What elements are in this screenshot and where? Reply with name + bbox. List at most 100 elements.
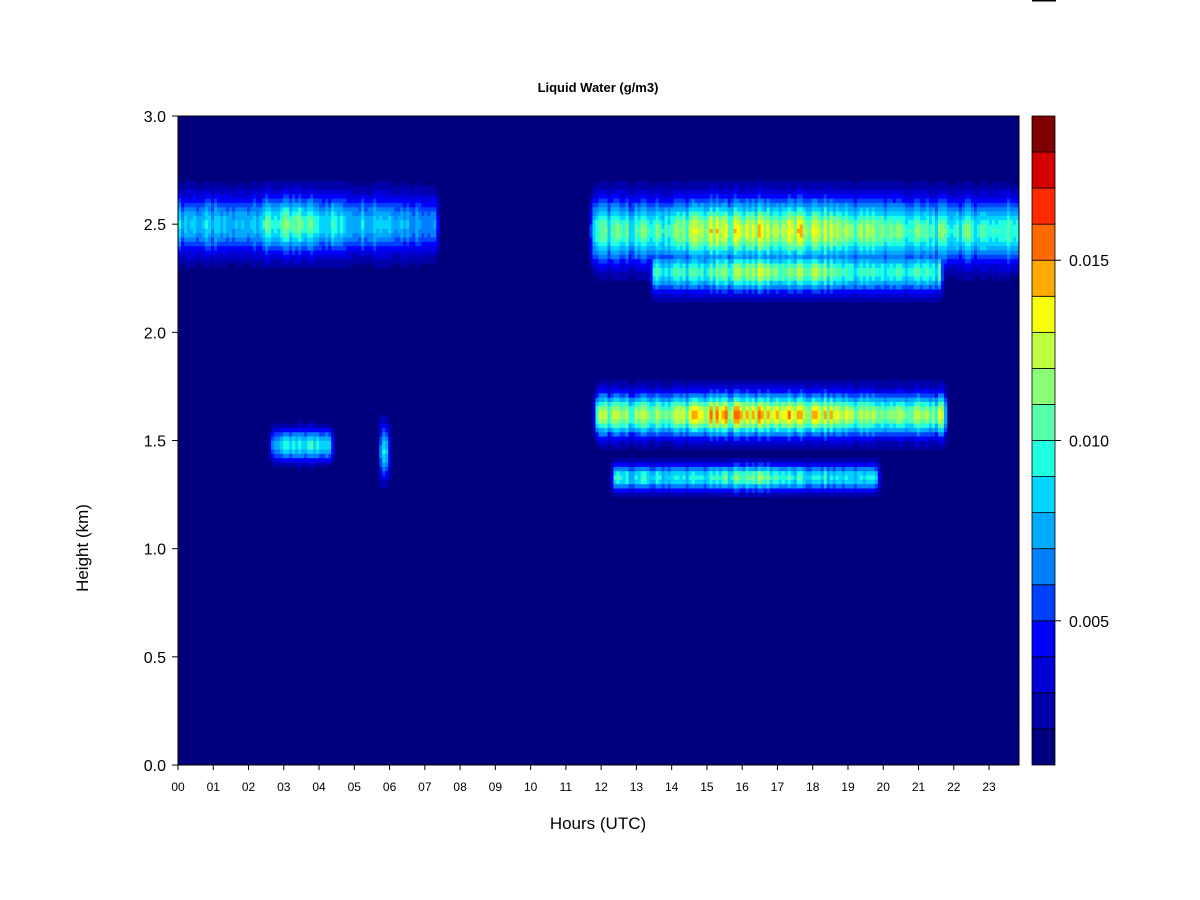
heatmap-cell bbox=[385, 232, 389, 238]
heatmap-cell bbox=[682, 271, 686, 277]
heatmap-cell bbox=[181, 202, 185, 208]
heatmap-cell bbox=[289, 418, 293, 424]
heatmap-cell bbox=[649, 384, 653, 389]
heatmap-cell bbox=[721, 232, 726, 238]
heatmap-cell bbox=[700, 384, 705, 389]
heatmap-cell bbox=[658, 462, 662, 467]
heatmap-cell bbox=[685, 470, 689, 476]
heatmap-cell bbox=[703, 384, 708, 389]
heatmap-cell bbox=[721, 211, 726, 216]
heatmap-cell bbox=[730, 384, 735, 389]
heatmap-cell bbox=[229, 202, 233, 208]
heatmap-cell bbox=[730, 263, 735, 268]
heatmap-cell bbox=[649, 470, 653, 476]
heatmap-cell bbox=[391, 198, 395, 203]
heatmap-cell bbox=[301, 232, 305, 238]
heatmap-cell bbox=[685, 410, 689, 415]
heatmap-cell bbox=[703, 475, 708, 480]
heatmap-cell bbox=[631, 228, 635, 234]
heatmap-cell bbox=[673, 189, 677, 195]
heatmap-cell bbox=[697, 302, 702, 307]
heatmap-cell bbox=[625, 488, 629, 493]
heatmap-cell bbox=[688, 198, 693, 203]
heatmap-cell bbox=[739, 245, 744, 251]
heatmap-cell bbox=[691, 470, 696, 476]
heatmap-cell bbox=[646, 280, 650, 286]
heatmap-cell bbox=[697, 418, 702, 424]
heatmap-cell bbox=[685, 462, 689, 467]
heatmap-cell bbox=[613, 211, 617, 216]
heatmap-cell bbox=[256, 193, 260, 199]
heatmap-cell bbox=[367, 198, 371, 203]
heatmap-cell bbox=[409, 219, 413, 225]
heatmap-cell bbox=[643, 457, 647, 463]
heatmap-cell bbox=[733, 206, 738, 212]
heatmap-cell bbox=[277, 237, 281, 242]
heatmap-cell bbox=[616, 384, 620, 389]
heatmap-cell bbox=[724, 224, 729, 229]
heatmap-cell bbox=[298, 440, 302, 446]
heatmap-cell bbox=[613, 267, 617, 273]
heatmap-cell bbox=[364, 193, 368, 199]
heatmap-cell bbox=[292, 219, 296, 225]
heatmap-cell bbox=[412, 193, 416, 199]
heatmap-cell bbox=[394, 241, 398, 247]
heatmap-cell bbox=[367, 211, 371, 216]
heatmap-cell bbox=[181, 180, 185, 186]
heatmap-cell bbox=[688, 280, 693, 286]
heatmap-cell bbox=[643, 280, 647, 286]
heatmap-cell bbox=[631, 254, 635, 260]
heatmap-cell bbox=[736, 302, 741, 307]
heatmap-cell bbox=[421, 258, 425, 264]
heatmap-cell bbox=[364, 241, 368, 247]
heatmap-cell bbox=[250, 189, 254, 195]
heatmap-cell bbox=[721, 423, 726, 428]
heatmap-cell bbox=[652, 215, 656, 221]
heatmap-cell bbox=[289, 198, 293, 203]
heatmap-cell bbox=[286, 263, 290, 268]
heatmap-cell bbox=[343, 211, 347, 216]
heatmap-cell bbox=[694, 470, 699, 476]
heatmap-cell bbox=[196, 219, 200, 225]
heatmap-cell bbox=[391, 232, 395, 238]
heatmap-cell bbox=[268, 436, 272, 441]
heatmap-cell bbox=[265, 180, 269, 186]
heatmap-cell bbox=[349, 267, 353, 273]
heatmap-cell bbox=[274, 193, 278, 199]
heatmap-cell bbox=[220, 215, 224, 221]
heatmap-cell bbox=[271, 219, 275, 225]
heatmap-cell bbox=[379, 483, 383, 489]
heatmap-cell bbox=[427, 224, 431, 229]
heatmap-cell bbox=[637, 271, 641, 277]
heatmap-cell bbox=[640, 219, 644, 225]
heatmap-cell bbox=[283, 228, 287, 234]
heatmap-cell bbox=[730, 293, 735, 299]
heatmap-cell bbox=[607, 193, 611, 199]
heatmap-cell bbox=[724, 185, 729, 190]
heatmap-cell bbox=[643, 431, 647, 437]
heatmap-cell bbox=[718, 263, 723, 268]
heatmap-cell bbox=[634, 215, 638, 221]
heatmap-cell bbox=[592, 410, 596, 415]
heatmap-cell bbox=[673, 258, 677, 264]
heatmap-cell bbox=[655, 392, 659, 398]
heatmap-cell bbox=[658, 258, 662, 264]
heatmap-cell bbox=[694, 384, 699, 389]
heatmap-cell bbox=[322, 431, 326, 437]
heatmap-cell bbox=[325, 444, 329, 450]
heatmap-cell bbox=[382, 206, 386, 212]
heatmap-cell bbox=[733, 379, 738, 385]
heatmap-cell bbox=[691, 228, 696, 234]
heatmap-cell bbox=[712, 289, 717, 294]
heatmap-cell bbox=[739, 215, 744, 221]
heatmap-cell bbox=[697, 241, 702, 247]
heatmap-cell bbox=[232, 254, 236, 260]
heatmap-cell bbox=[409, 237, 413, 242]
heatmap-cell bbox=[670, 289, 674, 294]
heatmap-cell bbox=[739, 427, 744, 433]
heatmap-cell bbox=[610, 193, 614, 199]
heatmap-cell bbox=[715, 193, 720, 199]
heatmap-cell bbox=[736, 258, 741, 264]
heatmap-cell bbox=[670, 219, 674, 225]
heatmap-cell bbox=[604, 250, 608, 255]
